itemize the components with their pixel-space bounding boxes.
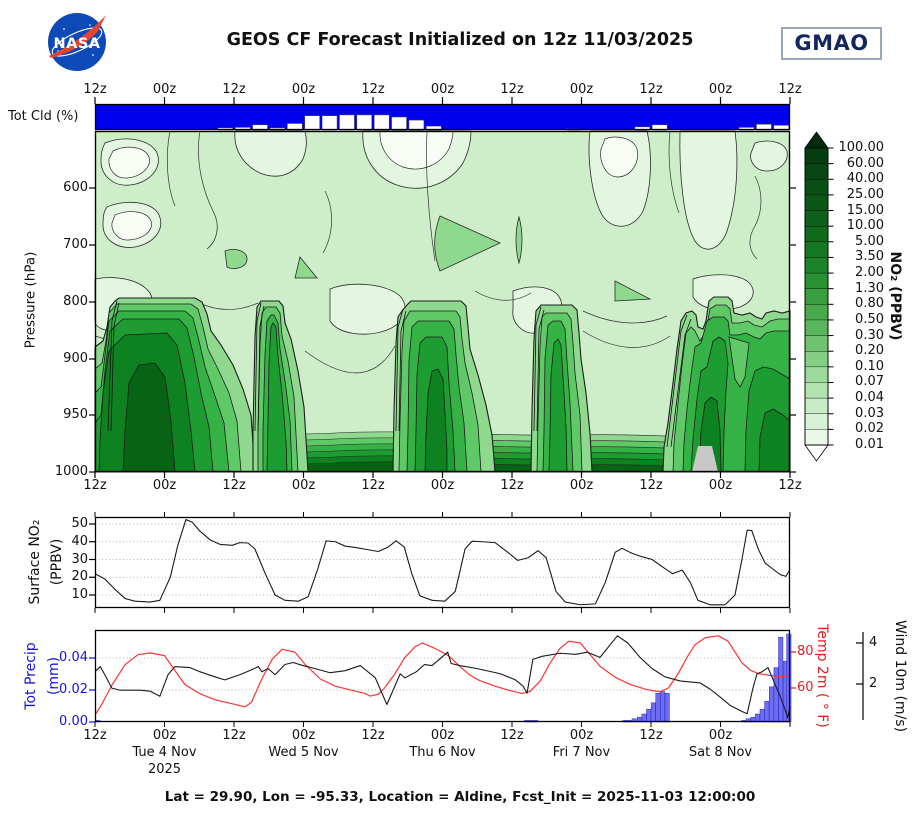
pressure-tick-label: 950	[63, 407, 88, 422]
time-label-bottom: 00z	[291, 728, 316, 743]
time-label-main-bottom: 12z	[222, 478, 246, 493]
time-label-main-bottom: 00z	[430, 478, 455, 493]
gmao-logo: GMAO	[781, 27, 882, 60]
time-label-bottom: 12z	[222, 728, 246, 743]
pressure-tick-label: 900	[63, 351, 88, 366]
time-label-main-bottom: 12z	[83, 478, 107, 493]
colorbar-tick-label: 100.00	[838, 140, 885, 155]
precip-tick-label: 0.04	[59, 650, 88, 665]
time-label-top: 00z	[430, 82, 455, 97]
time-label-main-bottom: 00z	[152, 478, 177, 493]
time-label-bottom: 00z	[152, 728, 177, 743]
colorbar-tick-label: 1.30	[855, 280, 884, 296]
time-label-main-bottom: 12z	[639, 478, 663, 493]
temp-axis-label: Temp 2m ( ° F)	[814, 624, 830, 728]
wind-tick-label: 2	[869, 676, 878, 691]
colorbar-tick-label: 0.04	[855, 390, 884, 406]
time-label-main-bottom: 12z	[500, 478, 524, 493]
time-label-bottom: 00z	[569, 728, 594, 743]
time-label-bottom: 12z	[500, 728, 524, 743]
pressure-tick-label: 1000	[54, 464, 88, 479]
time-label-top: 12z	[500, 82, 524, 97]
colorbar-tick-label: 0.20	[855, 343, 884, 359]
nasa-logo: NASA	[46, 11, 108, 73]
date-label: Fri 7 Nov	[552, 745, 611, 760]
time-label-bottom: 12z	[83, 728, 107, 743]
time-label-top: 00z	[569, 82, 594, 97]
precip-tick-label: 0.00	[59, 714, 88, 729]
colorbar-tick-label: 0.30	[855, 327, 884, 343]
pressure-tick-label: 600	[63, 180, 88, 195]
surface-no2-plot	[89, 512, 791, 613]
time-label-main-bottom: 12z	[361, 478, 385, 493]
colorbar-tick-label: 0.07	[855, 374, 884, 390]
colorbar-axis-label: NO₂ (PPBV)	[887, 251, 903, 341]
surface-no2-axis-label-1: Surface NO₂	[27, 519, 43, 605]
no2-colorbar	[804, 131, 834, 462]
precip-axis-label-1: Tot Precip	[23, 642, 39, 710]
cloud-bar-label: Tot Cld (%)	[8, 109, 79, 124]
colorbar-tick-label: 3.50	[855, 249, 884, 265]
date-label: Wed 5 Nov	[268, 745, 339, 760]
wind-axis	[856, 632, 864, 720]
colorbar-tick-label: 0.80	[855, 296, 884, 312]
pressure-tick-label: 800	[63, 294, 88, 309]
time-label-top: 00z	[291, 82, 316, 97]
colorbar-tick-label: 0.03	[855, 405, 884, 421]
time-label-top: 12z	[83, 82, 107, 97]
colorbar-tick-label: 0.02	[855, 421, 884, 437]
temp-tick-label: 80	[797, 644, 814, 659]
time-label-bottom: 12z	[361, 728, 385, 743]
page-title: GEOS CF Forecast Initialized on 12z 11/0…	[226, 30, 694, 50]
time-label-top: 12z	[639, 82, 663, 97]
date-label: Sat 8 Nov	[688, 745, 753, 760]
precip-tick-label: 0.02	[59, 682, 88, 697]
colorbar-tick-label: 25.00	[846, 186, 884, 202]
no-data-patch	[692, 446, 718, 472]
time-label-top: 12z	[222, 82, 246, 97]
location-caption: Lat = 29.90, Lon = -95.33, Location = Al…	[164, 789, 756, 805]
time-label-top: 00z	[152, 82, 177, 97]
time-label-main-bottom: 00z	[708, 478, 733, 493]
precip-axis-label-2: (mm)	[46, 656, 62, 696]
time-label-main-bottom: 00z	[569, 478, 594, 493]
colorbar-tick-label: 2.00	[855, 265, 884, 281]
precip-temp-wind-plot	[89, 629, 796, 727]
surface-no2-tick-label: 40	[71, 533, 88, 549]
time-label-bottom: 00z	[708, 728, 733, 743]
colorbar-tick-label: 0.50	[855, 311, 884, 327]
surface-no2-tick-label: 30	[71, 551, 88, 567]
colorbar-tick-label: 60.00	[846, 155, 884, 171]
surface-no2-tick-label: 10	[71, 587, 88, 602]
time-label-bottom: 00z	[430, 728, 455, 743]
temp-tick-label: 60	[797, 680, 814, 695]
no2-contour-plot	[89, 130, 796, 478]
nasa-logo-swoosh	[49, 15, 106, 58]
time-label-main-bottom: 00z	[291, 478, 316, 493]
colorbar-tick-label: 10.00	[846, 218, 884, 234]
pressure-axis-label: Pressure (hPa)	[22, 251, 39, 349]
year-label: 2025	[147, 762, 182, 777]
cloud-fraction-bar	[94, 97, 791, 131]
colorbar-tick-label: 15.00	[846, 202, 884, 218]
colorbar-tick-label: 40.00	[846, 171, 884, 187]
surface-no2-tick-label: 50	[71, 516, 88, 531]
date-label: Thu 6 Nov	[409, 745, 476, 760]
surface-no2-tick-label: 20	[71, 569, 88, 585]
colorbar-tick-label: 5.00	[855, 233, 884, 249]
time-label-top: 12z	[361, 82, 385, 97]
time-label-bottom: 12z	[639, 728, 663, 743]
time-label-main-bottom: 12z	[778, 478, 802, 493]
time-label-top: 00z	[708, 82, 733, 97]
wind-axis-label: Wind 10m (m/s)	[892, 619, 908, 733]
nasa-logo-text: NASA	[53, 36, 100, 52]
wind-tick-label: 4	[869, 635, 878, 650]
time-label-top: 12z	[778, 82, 802, 97]
date-label: Tue 4 Nov	[132, 745, 197, 760]
colorbar-tick-label: 0.10	[855, 358, 884, 374]
pressure-tick-label: 700	[63, 237, 88, 252]
colorbar-tick-label: 0.01	[855, 437, 884, 452]
